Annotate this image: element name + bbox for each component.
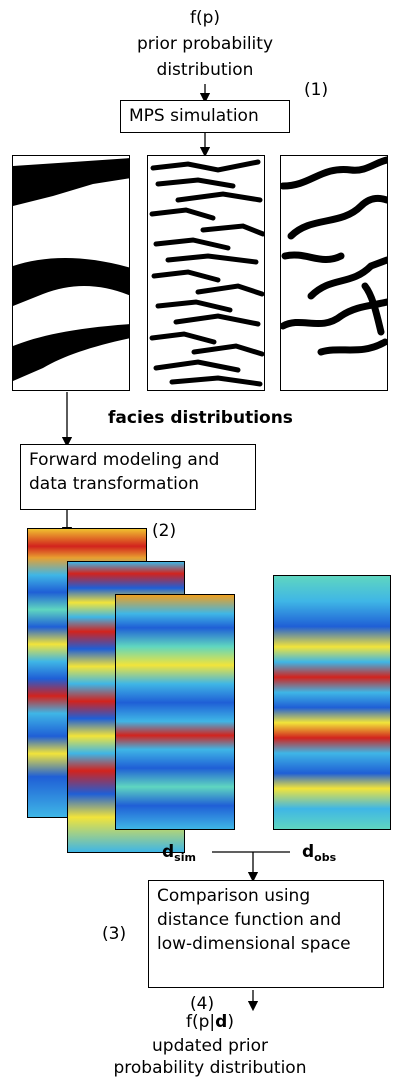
posterior-line-2: probability distribution	[113, 1058, 307, 1078]
dobs-label: dobs	[302, 842, 337, 864]
step-2-label: (2)	[152, 521, 177, 541]
forward-modeling-line-2: data transformation	[29, 474, 200, 494]
prior-formula: f(p)	[189, 8, 221, 28]
prior-line-1: prior probability	[137, 34, 273, 54]
posterior-formula: f(p|d)	[186, 1012, 234, 1032]
step-3-label: (3)	[102, 924, 127, 944]
step-4-label: (4)	[190, 994, 215, 1014]
simulated-data-panel-3	[115, 594, 235, 830]
forward-modeling-box: Forward modeling and data transformation	[20, 444, 256, 510]
comparison-box: Comparison using distance function and l…	[148, 880, 384, 988]
facies-distributions-label: facies distributions	[108, 408, 293, 428]
forward-modeling-line-1: Forward modeling and	[29, 450, 220, 470]
step-1-label: (1)	[304, 80, 329, 100]
mps-simulation-box: MPS simulation	[120, 100, 290, 133]
facies-panel-3	[280, 155, 388, 391]
observed-data-panel	[273, 575, 391, 830]
comparison-line-1: Comparison using	[157, 886, 311, 906]
facies-panel-2	[147, 155, 265, 391]
prior-line-2: distribution	[156, 60, 254, 80]
mps-simulation-label: MPS simulation	[129, 106, 259, 126]
dsim-label: dsim	[162, 842, 196, 864]
comparison-line-3: low-dimensional space	[157, 934, 351, 954]
posterior-line-1: updated prior	[152, 1036, 268, 1056]
comparison-line-2: distance function and	[157, 910, 342, 930]
facies-panel-1	[12, 155, 130, 391]
